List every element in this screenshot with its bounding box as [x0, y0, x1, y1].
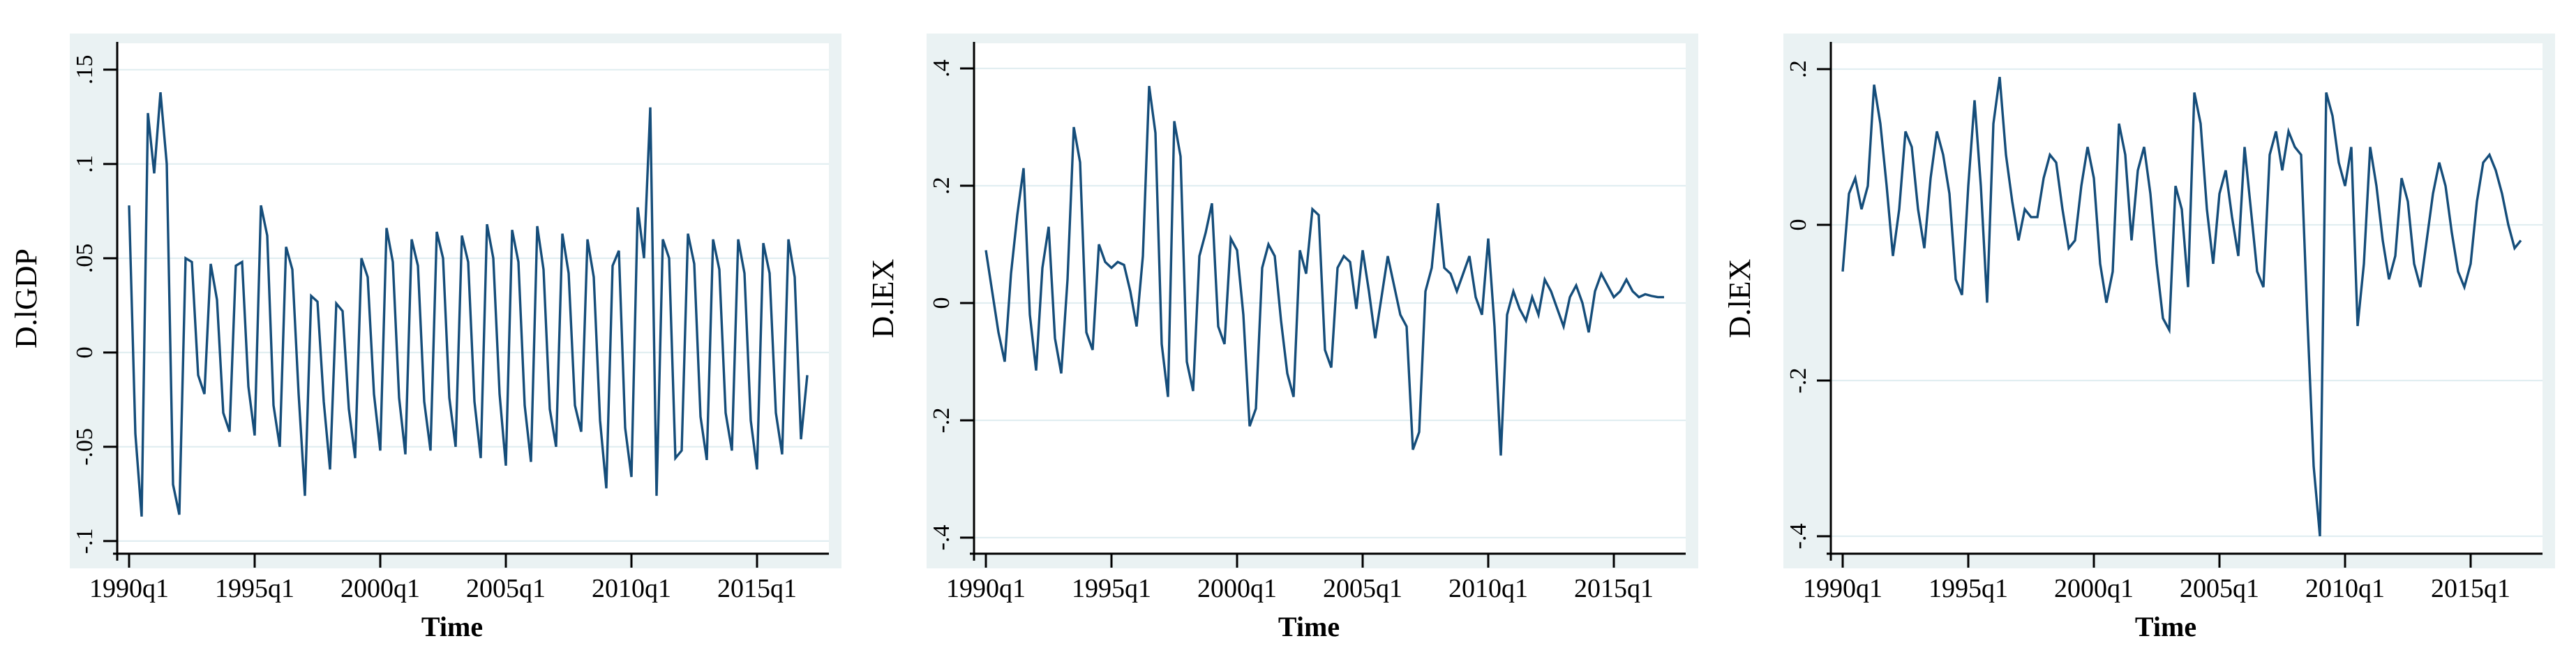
plot-area	[1831, 43, 2543, 554]
x-tick-label: 1995q1	[215, 574, 294, 603]
series-line-d.lex	[1841, 76, 2522, 537]
plot-area	[974, 43, 1686, 554]
x-tick-label: 2015q1	[2431, 574, 2510, 603]
x-tick-label: 1990q1	[89, 574, 169, 603]
y-tick-label: .1	[72, 155, 98, 173]
x-axis-title: Time	[421, 611, 483, 642]
x-tick-label: 2000q1	[340, 574, 420, 603]
y-tick-label: 0	[72, 346, 98, 358]
x-tick-label: 2000q1	[2054, 574, 2134, 603]
y-tick-label: .15	[72, 55, 98, 85]
x-tick-label: 2000q1	[1197, 574, 1277, 603]
chart-panel-dlgdp: .15 .1 .05 0 -.05 -.1 1990q1 1995q1 2000q1 2005q1…	[0, 0, 857, 671]
y-tick-label: 0	[1785, 219, 1811, 231]
y-axis-title: D.lEX	[1723, 259, 1757, 339]
y-tick-label: -.4	[1785, 524, 1811, 550]
x-tick-label: 1995q1	[1929, 574, 2008, 603]
x-tick-label: 2010q1	[592, 574, 671, 603]
y-axis-title: D.lGDP	[9, 249, 43, 348]
plot-svg-dlgdp: .15 .1 .05 0 -.05 -.1 1990q1 1995q1 2000q1 2005q1…	[9, 34, 841, 642]
x-tick-label: 2005q1	[1323, 574, 1402, 603]
y-axis-title: D.lEX	[866, 259, 900, 339]
plot-svg-dlex-right: .2 0 -.2 -.4 1990q1 1995q1 2000q1 2005q1 2010q1 2…	[1723, 34, 2555, 642]
x-axis-title: Time	[2135, 611, 2196, 642]
y-tick-label: -.2	[1785, 368, 1811, 394]
x-tick-label: 1990q1	[946, 574, 1026, 603]
x-tick-label: 2015q1	[717, 574, 797, 603]
x-tick-label: 2005q1	[2180, 574, 2259, 603]
x-tick-label: 2015q1	[1574, 574, 1654, 603]
series-line-d.lgdp	[128, 92, 809, 517]
y-tick-label: -.2	[929, 408, 954, 434]
y-tick-label: .4	[929, 59, 954, 78]
y-tick-label: -.1	[72, 528, 98, 554]
series-line-d.lex	[984, 85, 1664, 456]
plot-svg-dlex-middle: .4 .2 0 -.2 -.4 1990q1 1995q1 2000q1 2005q1 2010q…	[866, 34, 1698, 642]
y-tick-label: .2	[929, 177, 954, 195]
chart-panel-dlex-right: .2 0 -.2 -.4 1990q1 1995q1 2000q1 2005q1 2010q1 2…	[1714, 0, 2570, 671]
y-tick-label: -.4	[929, 525, 954, 551]
plot-area	[117, 43, 829, 554]
y-tick-label: 0	[929, 297, 954, 309]
y-tick-label: .2	[1785, 60, 1811, 78]
x-tick-label: 1990q1	[1803, 574, 1882, 603]
x-tick-label: 1995q1	[1072, 574, 1151, 603]
x-axis-title: Time	[1278, 611, 1340, 642]
x-tick-label: 2010q1	[1448, 574, 1528, 603]
chart-panel-dlex-middle: .4 .2 0 -.2 -.4 1990q1 1995q1 2000q1 2005q1 2010q…	[857, 0, 1714, 671]
y-tick-label: -.05	[72, 428, 98, 466]
x-tick-label: 2010q1	[2305, 574, 2385, 603]
y-tick-label: .05	[72, 244, 98, 274]
x-tick-label: 2005q1	[466, 574, 546, 603]
